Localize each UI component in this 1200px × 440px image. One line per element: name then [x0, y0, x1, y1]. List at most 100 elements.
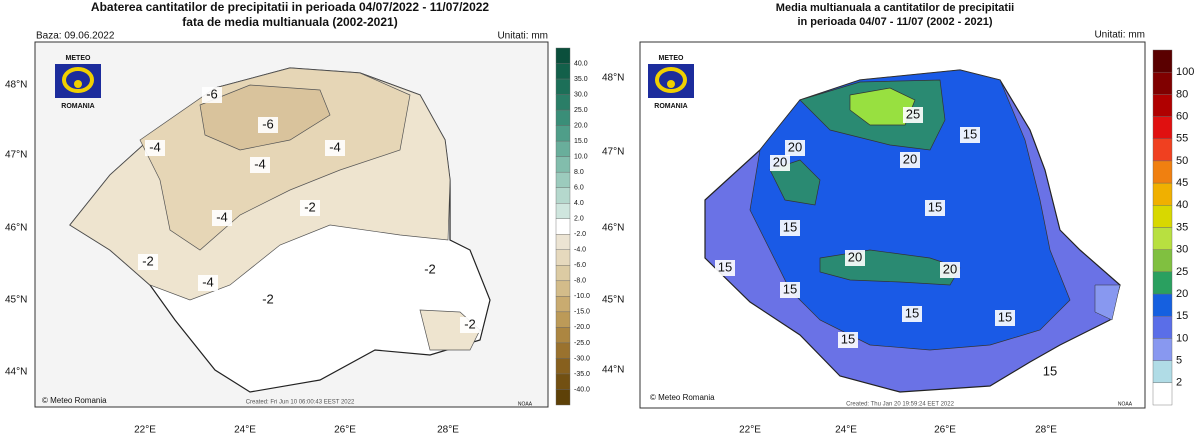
lon-label: 22°E: [739, 425, 761, 436]
contour-label: -2: [424, 261, 436, 276]
contour-label: -4: [216, 209, 228, 224]
right-delta: [1094, 284, 1121, 321]
contour-label-box: [925, 200, 945, 216]
logo-bottom: ROMANIA: [654, 103, 687, 110]
lat-label: 48°N: [602, 73, 624, 84]
contour-label: 20: [773, 154, 787, 169]
contour-label-box: [1040, 364, 1060, 380]
contour-label: 15: [905, 305, 919, 320]
contour-label: 15: [783, 219, 797, 234]
lon-label: 22°E: [134, 425, 156, 436]
contour-label: -2: [262, 291, 274, 306]
contour-label: -4: [149, 139, 161, 154]
colorbar-label: -15.0: [574, 309, 590, 316]
contour-label-box: [258, 292, 278, 308]
colorbar-cell: [555, 125, 571, 142]
colorbar-cell: [555, 234, 571, 250]
contour-label-box: [960, 127, 980, 143]
colorbar-cell: [1152, 205, 1173, 228]
colorbar-label: 10.0: [574, 153, 588, 160]
contour-label-box: [715, 260, 735, 276]
colorbar-cell: [1152, 227, 1173, 250]
lat-label: 45°N: [602, 295, 624, 306]
colorbar-cell: [555, 342, 571, 359]
colorbar-cell: [555, 249, 571, 266]
colorbar-label: -6.0: [574, 262, 586, 269]
colorbar-cell: [555, 218, 571, 235]
colorbar-label: -25.0: [574, 340, 590, 347]
contour-label-box: [138, 254, 158, 270]
lat-label: 44°N: [602, 365, 624, 376]
colorbar-label: 100: [1176, 66, 1194, 78]
colorbar-cell: [1152, 249, 1173, 273]
contour-label: 15: [783, 281, 797, 296]
colorbar-cell: [555, 78, 571, 95]
colorbar-cell: [555, 109, 571, 126]
contour-label: -6: [206, 86, 218, 101]
contour-label: 15: [963, 126, 977, 141]
colorbar-label: 2.0: [574, 216, 584, 223]
colorbar-cell: [1152, 160, 1173, 184]
contour-label-box: [202, 87, 222, 103]
colorbar-cell: [1152, 116, 1173, 139]
lat-label: 44°N: [5, 367, 27, 378]
contour-label: 20: [788, 139, 802, 154]
colorbar-label: 6.0: [574, 185, 584, 192]
colorbar-label: 2: [1176, 377, 1182, 389]
right-25-30: [849, 87, 916, 126]
colorbar-label: 45: [1176, 177, 1188, 189]
lon-label: 26°E: [334, 425, 356, 436]
lon-label: 28°E: [1035, 425, 1057, 436]
colorbar-cell: [1152, 71, 1173, 95]
colorbar-cell: [555, 280, 571, 297]
colorbar-label: 15: [1176, 310, 1188, 322]
colorbar-cell: [555, 311, 571, 328]
contour-label-box: [250, 157, 270, 173]
right-20-west: [769, 159, 821, 206]
contour-label: -2: [464, 316, 476, 331]
contour-label: 15: [928, 199, 942, 214]
contour-label-box: [902, 306, 922, 322]
logo-top: METEO: [659, 55, 684, 62]
colorbar-cell: [1152, 49, 1173, 73]
contour-label: 25: [906, 106, 920, 121]
colorbar-label: 4.0: [574, 200, 584, 207]
contour-label-box: [212, 210, 232, 226]
colorbar-label: 25.0: [574, 107, 588, 114]
lon-label: 26°E: [934, 425, 956, 436]
colorbar-label: -4.0: [574, 247, 586, 254]
contour-label-box: [300, 200, 320, 216]
colorbar-label: 40.0: [574, 60, 588, 67]
colorbar-cell: [555, 187, 571, 204]
colorbar-label: -20.0: [574, 324, 590, 331]
lat-label: 47°N: [602, 147, 624, 158]
credit: © Meteo Romania: [650, 393, 715, 402]
base-date: Baza: 09.06.2022: [36, 31, 115, 42]
logo-bottom: ROMANIA: [61, 103, 94, 110]
logo-top: METEO: [66, 55, 91, 62]
colorbar-label: -10.0: [574, 293, 590, 300]
colorbar-cell: [555, 373, 571, 390]
agency: NOAA: [1118, 401, 1133, 407]
colorbar-cell: [555, 389, 571, 406]
contour-label-box: [780, 220, 800, 236]
colorbar-cell: [555, 265, 571, 282]
colorbar-cell: [1152, 338, 1173, 361]
contour-label-box: [995, 310, 1015, 326]
colorbar-label: 60: [1176, 110, 1188, 122]
contour-label-box: [258, 117, 278, 133]
contour-label-box: [900, 152, 920, 168]
contour-label: 15: [841, 331, 855, 346]
colorbar-label: 10: [1176, 332, 1188, 344]
contour-label: -2: [142, 253, 154, 268]
colorbar-cell: [555, 296, 571, 313]
colorbar-cell: [555, 63, 571, 80]
contour-label-box: [903, 107, 923, 123]
contour-label: 20: [943, 261, 957, 276]
contour-label-box: [770, 155, 790, 171]
contour-label: -4: [254, 156, 266, 171]
colorbar-label: 20: [1176, 288, 1188, 300]
colorbar-cell: [1152, 271, 1173, 295]
colorbar-label: 80: [1176, 88, 1188, 100]
